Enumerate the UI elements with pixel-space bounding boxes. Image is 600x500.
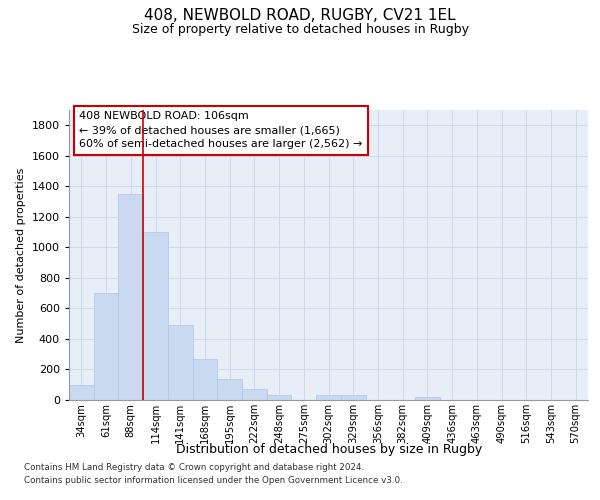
Text: 408, NEWBOLD ROAD, RUGBY, CV21 1EL: 408, NEWBOLD ROAD, RUGBY, CV21 1EL (144, 8, 456, 22)
Bar (94, 293, 118, 400)
Text: Size of property relative to detached houses in Rugby: Size of property relative to detached ho… (131, 22, 469, 36)
Bar (267, 396, 292, 400)
Bar (415, 397, 440, 400)
Bar (193, 359, 217, 400)
Y-axis label: Number of detached properties: Number of detached properties (16, 168, 26, 342)
Bar (217, 378, 242, 400)
Text: Distribution of detached houses by size in Rugby: Distribution of detached houses by size … (176, 442, 482, 456)
Text: 408 NEWBOLD ROAD: 106sqm
← 39% of detached houses are smaller (1,665)
60% of sem: 408 NEWBOLD ROAD: 106sqm ← 39% of detach… (79, 112, 363, 150)
Bar (316, 396, 341, 400)
Text: Contains HM Land Registry data © Crown copyright and database right 2024.: Contains HM Land Registry data © Crown c… (24, 464, 364, 472)
Bar (143, 232, 168, 400)
Text: Contains public sector information licensed under the Open Government Licence v3: Contains public sector information licen… (24, 476, 403, 485)
Bar (168, 325, 193, 400)
Bar (341, 396, 365, 400)
Bar (69, 384, 94, 400)
Bar (118, 194, 143, 400)
Bar (242, 390, 267, 400)
